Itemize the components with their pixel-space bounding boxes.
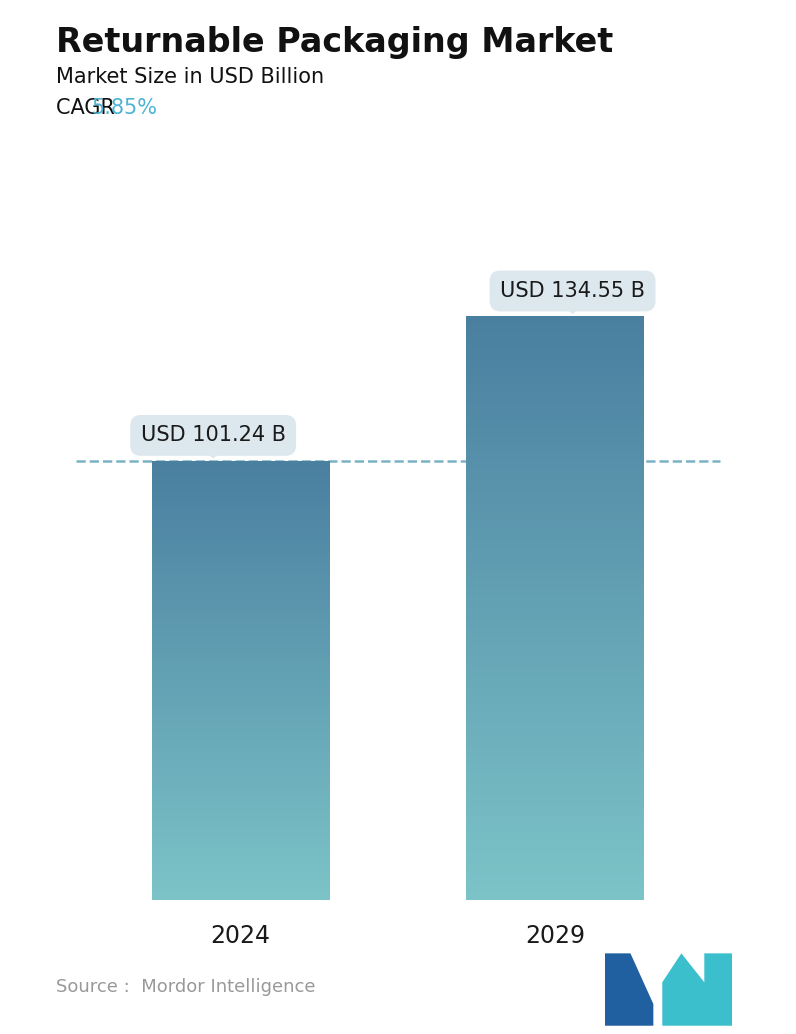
Text: 5.85%: 5.85%: [92, 98, 158, 118]
Polygon shape: [605, 953, 654, 1026]
Text: Market Size in USD Billion: Market Size in USD Billion: [56, 67, 324, 87]
Polygon shape: [662, 953, 732, 1026]
Text: USD 134.55 B: USD 134.55 B: [500, 281, 645, 301]
Text: CAGR: CAGR: [56, 98, 121, 118]
Polygon shape: [556, 301, 590, 314]
Polygon shape: [196, 446, 230, 458]
Text: Source :  Mordor Intelligence: Source : Mordor Intelligence: [56, 978, 315, 997]
Text: USD 101.24 B: USD 101.24 B: [141, 425, 286, 446]
Text: Returnable Packaging Market: Returnable Packaging Market: [56, 26, 613, 59]
